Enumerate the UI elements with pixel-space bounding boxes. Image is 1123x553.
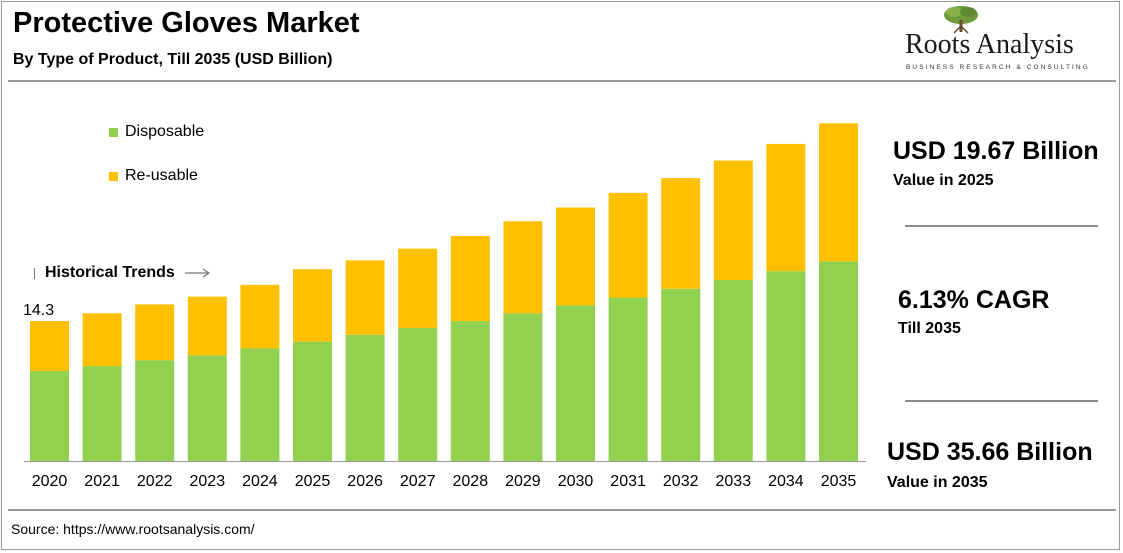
bar-reusable-2028: [450, 235, 490, 322]
tree-icon: [944, 6, 978, 34]
legend-label-reusable: Re-usable: [125, 167, 198, 184]
stat-caption-2035: Value in 2035: [887, 474, 988, 491]
x-tick-label-2025: 2025: [295, 473, 331, 490]
bar-reusable-2022: [135, 304, 175, 361]
brand-logo: Roots Analysis BUSINESS RESEARCH & CONSU…: [880, 2, 1120, 76]
x-tick-label-2026: 2026: [347, 473, 383, 490]
footer-divider: [8, 509, 1116, 511]
stat-caption-cagr: Till 2035: [898, 320, 961, 337]
x-tick-label-2020: 2020: [32, 473, 68, 490]
bar-reusable-2035: [819, 123, 858, 262]
brand-tagline: BUSINESS RESEARCH & CONSULTING: [906, 64, 1090, 71]
x-tick-label-2033: 2033: [716, 473, 752, 490]
x-tick-label-2029: 2029: [505, 473, 541, 490]
bar-disposable-2025: [293, 341, 332, 461]
x-tick-label-2027: 2027: [400, 473, 436, 490]
bar-disposable-2026: [345, 334, 385, 461]
bar-reusable-2032: [661, 178, 701, 289]
bar-disposable-2033: [713, 279, 753, 461]
x-tick-label-2022: 2022: [137, 473, 173, 490]
bar-disposable-2029: [503, 313, 543, 461]
brand-name: Roots Analysis: [905, 29, 1074, 60]
legend-swatch-disposable: [109, 127, 118, 137]
x-tick-label-2035: 2035: [821, 473, 857, 490]
legend-item-reusable: Re-usable: [109, 166, 198, 186]
legend-label-disposable: Disposable: [125, 123, 205, 140]
bar-reusable-2023: [187, 296, 227, 356]
chart-subtitle: By Type of Product, Till 2035 (USD Billi…: [13, 51, 333, 68]
stat-value-cagr: 6.13% CAGR: [898, 286, 1050, 314]
bar-reusable-2031: [608, 192, 648, 298]
bar-reusable-2026: [345, 260, 385, 335]
bar-reusable-2033: [713, 160, 753, 280]
source-note: Source: https://www.rootsanalysis.com/: [11, 521, 255, 537]
bar-disposable-2021: [82, 366, 122, 461]
stacked-bar-chart: 2020 2021 2022 2023 2024 2025 2026 2027 2028 2029…: [23, 123, 866, 490]
bar-reusable-2021: [82, 313, 122, 367]
bar-reusable-2029: [503, 221, 543, 314]
bar-disposable-2034: [766, 271, 806, 461]
x-tick-label-2024: 2024: [242, 473, 278, 490]
bar-disposable-2023: [187, 355, 227, 461]
x-tick-label-2030: 2030: [558, 473, 594, 490]
bar-disposable-2035: [819, 261, 858, 461]
bar-reusable-2030: [556, 207, 595, 306]
legend-swatch-reusable: [109, 171, 118, 181]
x-tick-label-2023: 2023: [190, 473, 226, 490]
bar-disposable-2030: [556, 305, 595, 461]
bar-disposable-2032: [661, 288, 701, 461]
x-tick-label-2032: 2032: [663, 473, 699, 490]
stat-value-2025: USD 19.67 Billion: [893, 137, 1099, 165]
bar-disposable-2031: [608, 297, 648, 461]
bar-disposable-2020: [30, 370, 69, 461]
stat-value-2035: USD 35.66 Billion: [887, 438, 1093, 466]
x-tick-label-2031: 2031: [610, 473, 646, 490]
stat-divider-2: [905, 400, 1098, 402]
historical-trends-label: Historical Trends: [45, 264, 175, 281]
bar-disposable-2024: [240, 348, 280, 461]
bar-reusable-2024: [240, 284, 280, 349]
historical-start-marker: [34, 268, 35, 279]
stat-caption-2025: Value in 2025: [893, 172, 994, 189]
chart-title: Protective Gloves Market: [13, 7, 360, 39]
data-label-2020: 14.3: [23, 302, 54, 319]
bar-reusable-2025: [293, 269, 332, 342]
x-tick-label-2028: 2028: [453, 473, 489, 490]
stat-divider-1: [905, 225, 1098, 227]
bar-reusable-2034: [766, 143, 806, 272]
legend-item-disposable: Disposable: [109, 122, 204, 142]
bar-disposable-2027: [398, 327, 438, 461]
x-tick-label-2034: 2034: [768, 473, 804, 490]
bar-reusable-2020: [30, 321, 69, 371]
x-tick-label-2021: 2021: [84, 473, 120, 490]
right-arrow-icon: [184, 268, 210, 278]
header-divider: [8, 80, 1116, 82]
bar-disposable-2022: [135, 360, 175, 461]
historical-trends-annotation: Historical Trends: [30, 262, 211, 284]
bar-reusable-2027: [398, 248, 438, 328]
bar-disposable-2028: [450, 321, 490, 461]
